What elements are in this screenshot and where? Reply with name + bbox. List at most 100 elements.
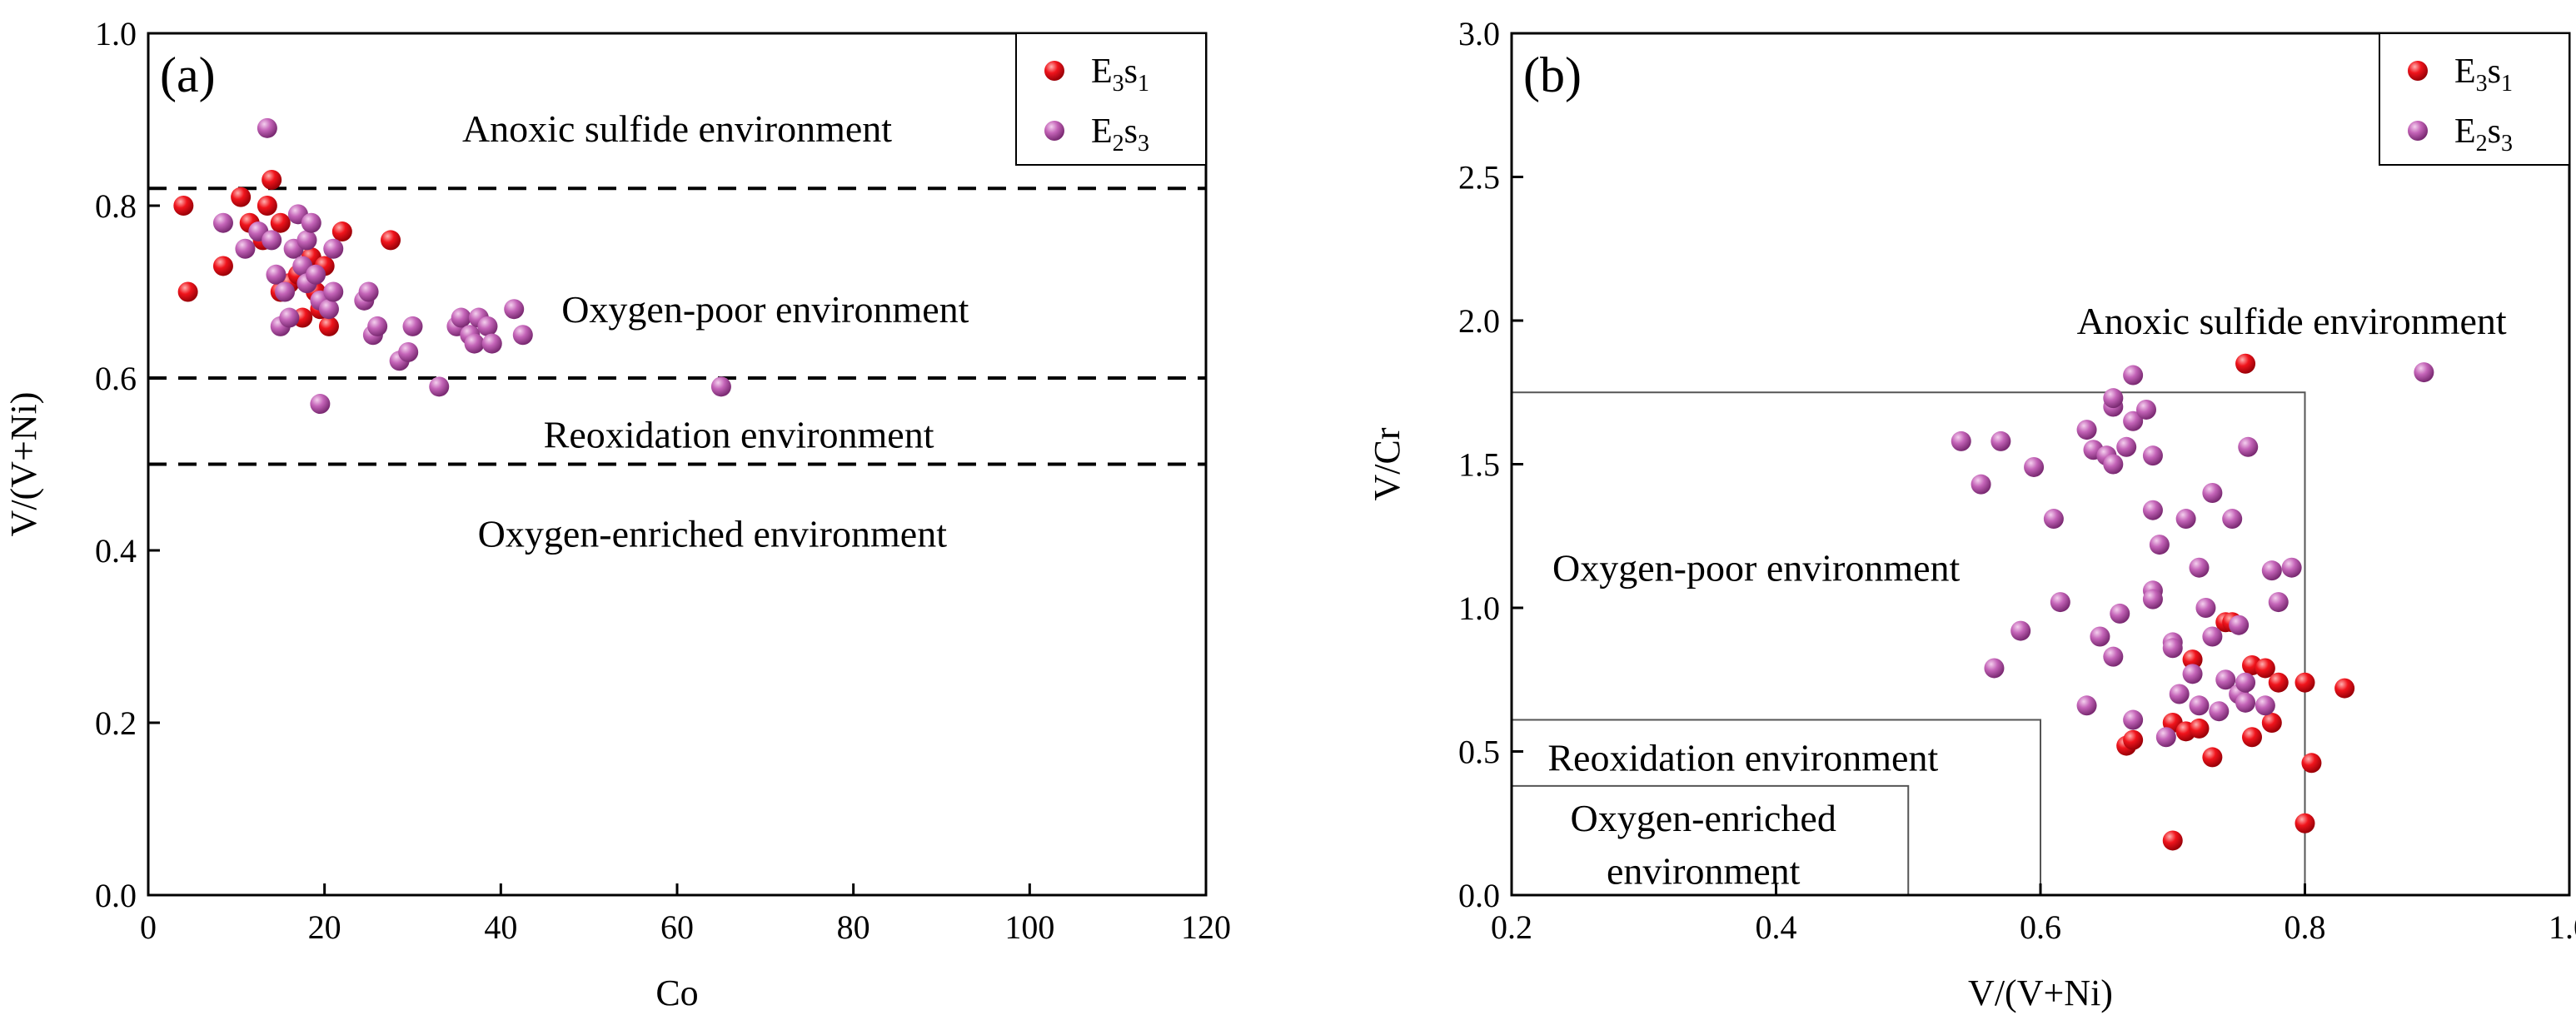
data-point-e3s1 — [2235, 353, 2256, 374]
data-point-e2s3 — [2123, 709, 2144, 730]
data-point-e2s3 — [2043, 509, 2064, 530]
y-tick-label: 2.0 — [1458, 302, 1500, 340]
data-point-e2s3 — [2209, 701, 2230, 722]
data-point-e2s3 — [2090, 626, 2110, 647]
data-point-e3s1 — [2242, 727, 2262, 748]
x-tick-label: 0.4 — [1756, 908, 1797, 946]
data-point-e2s3 — [2182, 664, 2203, 684]
data-point-e2s3 — [2103, 454, 2124, 475]
data-point-e2s3 — [2189, 695, 2210, 716]
data-point-e2s3 — [2010, 620, 2031, 641]
legend-text-middle: s — [1124, 52, 1138, 91]
data-point-e2s3 — [279, 307, 300, 328]
y-tick-label: 0.4 — [95, 532, 137, 570]
data-point-e2s3 — [2222, 509, 2243, 530]
data-point-e2s3 — [323, 281, 344, 302]
y-tick-label: 1.5 — [1458, 446, 1500, 484]
data-point-e2s3 — [1971, 474, 1991, 495]
data-point-e3s1 — [2294, 813, 2315, 833]
data-point-e3s1 — [2334, 678, 2355, 699]
data-point-e2s3 — [2110, 603, 2130, 624]
data-point-e2s3 — [323, 238, 344, 259]
data-point-e2s3 — [2024, 456, 2045, 477]
y-tick-label: 0.0 — [1458, 877, 1500, 914]
data-point-e3s1 — [2182, 649, 2203, 670]
data-point-e2s3 — [2414, 362, 2434, 383]
data-point-e2s3 — [306, 264, 326, 285]
data-point-e3s1 — [2268, 672, 2289, 693]
data-point-e2s3 — [212, 212, 233, 233]
data-point-e2s3 — [2103, 646, 2124, 667]
data-point-e3s1 — [270, 212, 291, 233]
y-tick-label: 2.5 — [1458, 159, 1500, 197]
data-point-e2s3 — [2076, 695, 2097, 716]
x-tick-label: 1.0 — [2549, 908, 2576, 946]
data-point-e2s3 — [2116, 436, 2137, 457]
data-point-e2s3 — [266, 264, 286, 285]
data-point-e2s3 — [429, 376, 450, 397]
legend-box — [1015, 32, 1207, 166]
y-tick-label: 0.2 — [95, 704, 137, 742]
data-point-e2s3 — [2149, 535, 2170, 555]
data-point-e2s3 — [262, 230, 282, 251]
x-tick-label: 0.8 — [2285, 908, 2326, 946]
legend-marker — [2408, 61, 2428, 81]
region-label: Oxygen-poor environment — [561, 288, 969, 331]
legend-marker — [2408, 121, 2428, 141]
data-point-e2s3 — [2123, 365, 2144, 386]
data-point-e2s3 — [2215, 669, 2236, 690]
data-point-e2s3 — [2155, 727, 2176, 748]
panel-a-x-axis-title: Co — [655, 973, 698, 1013]
legend-text-base: E — [2454, 52, 2476, 91]
panel-b-label: (b) — [1523, 47, 1582, 102]
legend-text-subscript: 3 — [2501, 131, 2513, 157]
legend-entry-label: E3s1 — [1091, 52, 1149, 97]
zone-boundary — [1512, 391, 2306, 895]
data-point-e3s1 — [262, 169, 282, 190]
legend-entry-label: E2s3 — [1091, 112, 1149, 157]
data-point-e2s3 — [2202, 626, 2223, 647]
data-point-e2s3 — [710, 376, 731, 397]
data-point-e3s1 — [2189, 718, 2210, 739]
panel-b-x-axis-title: V/(V+Ni) — [1968, 973, 2113, 1013]
data-point-e2s3 — [464, 333, 485, 354]
legend-marker — [1044, 121, 1064, 141]
x-tick-label: 80 — [837, 908, 870, 946]
y-tick-label: 0.5 — [1458, 734, 1500, 771]
legend-box — [2379, 32, 2570, 166]
panel-a-ticks: 0 20 40 60 80 100 120 0.0 0.2 0.4 0.6 0.8 1.0 — [95, 15, 1231, 946]
region-label: Reoxidation environment — [1547, 736, 1938, 779]
zone-boundary — [1512, 784, 1910, 895]
data-point-e3s1 — [2162, 830, 2183, 851]
x-tick-label: 120 — [1181, 908, 1231, 946]
y-tick-label: 0.0 — [95, 877, 137, 914]
panel-a: 0 20 40 60 80 100 120 0.0 0.2 0.4 0.6 0.8 1.0 Anoxic… — [3, 15, 1231, 1013]
data-point-e2s3 — [481, 333, 502, 354]
x-tick-label: 20 — [308, 908, 341, 946]
y-tick-label: 1.0 — [1458, 590, 1500, 627]
data-point-e3s1 — [2202, 747, 2223, 768]
x-tick-label: 40 — [484, 908, 517, 946]
data-point-e2s3 — [2235, 692, 2256, 713]
data-point-e2s3 — [2169, 684, 2190, 704]
y-tick-label: 0.8 — [95, 187, 137, 225]
data-point-e3s1 — [318, 316, 339, 336]
panel-a-legend: E3s1 E2s3 — [1015, 32, 1207, 166]
data-point-e2s3 — [2202, 483, 2223, 503]
region-label: Oxygen-poor environment — [1552, 547, 1960, 590]
data-point-e2s3 — [2175, 509, 2196, 530]
data-point-e2s3 — [512, 325, 533, 346]
region-label: Anoxic sulfide environment — [2077, 300, 2507, 342]
legend-marker — [1044, 61, 1064, 81]
data-point-e2s3 — [2281, 557, 2302, 578]
data-point-e2s3 — [2050, 592, 2070, 613]
data-point-e2s3 — [504, 299, 525, 320]
legend-text-base: E — [1091, 112, 1113, 151]
legend-text-base: E — [2454, 112, 2476, 151]
x-tick-label: 0.2 — [1491, 908, 1532, 946]
data-point-e2s3 — [301, 212, 321, 233]
legend-text-middle: s — [1124, 112, 1138, 151]
data-point-e3s1 — [2301, 753, 2322, 774]
data-point-e2s3 — [477, 316, 498, 336]
data-point-e3s1 — [331, 221, 352, 242]
